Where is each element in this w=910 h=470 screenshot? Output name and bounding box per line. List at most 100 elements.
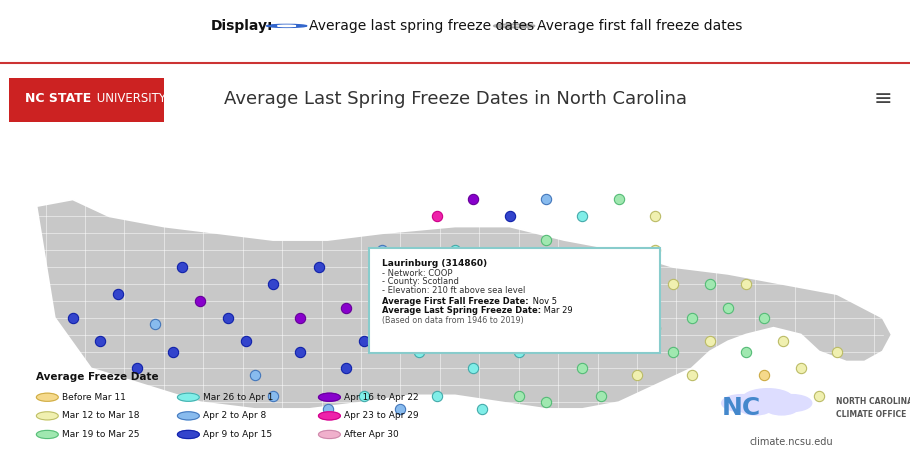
Text: Apr 2 to Apr 8: Apr 2 to Apr 8 xyxy=(203,411,267,420)
Text: Display:: Display: xyxy=(210,19,273,33)
Text: Average first fall freeze dates: Average first fall freeze dates xyxy=(537,19,743,33)
Text: (Based on data from 1946 to 2019): (Based on data from 1946 to 2019) xyxy=(382,316,524,325)
Point xyxy=(511,392,526,399)
Text: Mar 29: Mar 29 xyxy=(541,306,572,315)
Point xyxy=(575,212,590,220)
Text: - County: Scotland: - County: Scotland xyxy=(382,277,459,286)
Point xyxy=(393,314,408,321)
Circle shape xyxy=(722,395,762,412)
FancyBboxPatch shape xyxy=(369,248,660,353)
Text: climate.ncsu.edu: climate.ncsu.edu xyxy=(750,437,834,447)
Circle shape xyxy=(772,395,812,412)
Circle shape xyxy=(177,412,199,420)
Point xyxy=(266,280,280,288)
Point xyxy=(111,290,126,298)
Point xyxy=(666,348,681,355)
Point xyxy=(703,280,717,288)
Point xyxy=(612,337,626,345)
Text: CLIMATE OFFICE: CLIMATE OFFICE xyxy=(835,409,906,419)
Text: - Network: COOP: - Network: COOP xyxy=(382,269,452,278)
Point xyxy=(739,348,753,355)
Circle shape xyxy=(318,412,340,420)
Text: Average Last Spring Freeze Dates in North Carolina: Average Last Spring Freeze Dates in Nort… xyxy=(224,90,686,108)
Point xyxy=(466,280,480,288)
Point xyxy=(648,212,662,220)
Text: Average last spring freeze dates: Average last spring freeze dates xyxy=(309,19,534,33)
Circle shape xyxy=(765,401,798,415)
Point xyxy=(466,365,480,372)
Point xyxy=(794,365,808,372)
Point xyxy=(530,297,544,305)
Text: Mar 19 to Mar 25: Mar 19 to Mar 25 xyxy=(62,430,139,439)
Polygon shape xyxy=(36,199,892,409)
Point xyxy=(612,270,626,277)
Point xyxy=(757,314,772,321)
Point xyxy=(593,392,608,399)
Point xyxy=(630,297,644,305)
Text: NC STATE: NC STATE xyxy=(25,92,91,105)
Circle shape xyxy=(177,431,199,439)
Point xyxy=(539,236,553,243)
Point xyxy=(630,371,644,379)
Point xyxy=(757,371,772,379)
Text: UNIVERSITY: UNIVERSITY xyxy=(93,92,166,105)
Circle shape xyxy=(177,393,199,401)
Point xyxy=(248,371,262,379)
Point xyxy=(339,365,353,372)
Point xyxy=(430,297,444,305)
Point xyxy=(739,280,753,288)
Circle shape xyxy=(267,24,307,27)
Point xyxy=(721,304,735,311)
Point xyxy=(830,348,844,355)
Point xyxy=(175,263,189,271)
Point xyxy=(357,337,371,345)
Point xyxy=(593,304,608,311)
Point xyxy=(684,371,699,379)
Text: Apr 16 to Apr 22: Apr 16 to Apr 22 xyxy=(344,393,419,402)
Point xyxy=(575,257,590,264)
Text: NC: NC xyxy=(722,396,762,420)
Point xyxy=(339,304,353,311)
Point xyxy=(812,392,826,399)
Point xyxy=(311,263,326,271)
Point xyxy=(557,280,571,288)
Point xyxy=(493,314,508,321)
Text: Apr 23 to Apr 29: Apr 23 to Apr 29 xyxy=(344,411,419,420)
Circle shape xyxy=(36,431,58,439)
Point xyxy=(166,348,180,355)
Point xyxy=(147,321,162,328)
Point xyxy=(266,392,280,399)
Text: Average Freeze Date: Average Freeze Date xyxy=(36,372,159,382)
Circle shape xyxy=(318,431,340,439)
Point xyxy=(393,405,408,413)
Point xyxy=(430,392,444,399)
Text: Nov 5: Nov 5 xyxy=(530,297,557,306)
Point xyxy=(703,337,717,345)
Text: Mar 26 to Apr 1: Mar 26 to Apr 1 xyxy=(203,393,273,402)
Circle shape xyxy=(740,401,772,415)
Point xyxy=(539,196,553,203)
Point xyxy=(775,337,790,345)
Point xyxy=(475,405,490,413)
Text: Laurinburg (314860): Laurinburg (314860) xyxy=(382,258,488,267)
Point xyxy=(666,280,681,288)
Point xyxy=(129,365,144,372)
FancyBboxPatch shape xyxy=(9,78,164,122)
Point xyxy=(393,314,408,321)
Point xyxy=(93,337,107,345)
Point xyxy=(220,314,235,321)
Point xyxy=(193,297,207,305)
Text: - Elevation: 210 ft above sea level: - Elevation: 210 ft above sea level xyxy=(382,286,526,295)
Point xyxy=(293,348,308,355)
Text: Average First Fall Freeze Date:: Average First Fall Freeze Date: xyxy=(382,297,529,306)
Circle shape xyxy=(742,389,794,411)
Point xyxy=(320,405,335,413)
Point xyxy=(430,212,444,220)
Point xyxy=(293,314,308,321)
Point xyxy=(648,324,662,332)
Point xyxy=(612,196,626,203)
Text: NORTH CAROLINA: NORTH CAROLINA xyxy=(835,397,910,406)
Point xyxy=(557,331,571,338)
Point xyxy=(375,280,389,288)
Point xyxy=(684,314,699,321)
